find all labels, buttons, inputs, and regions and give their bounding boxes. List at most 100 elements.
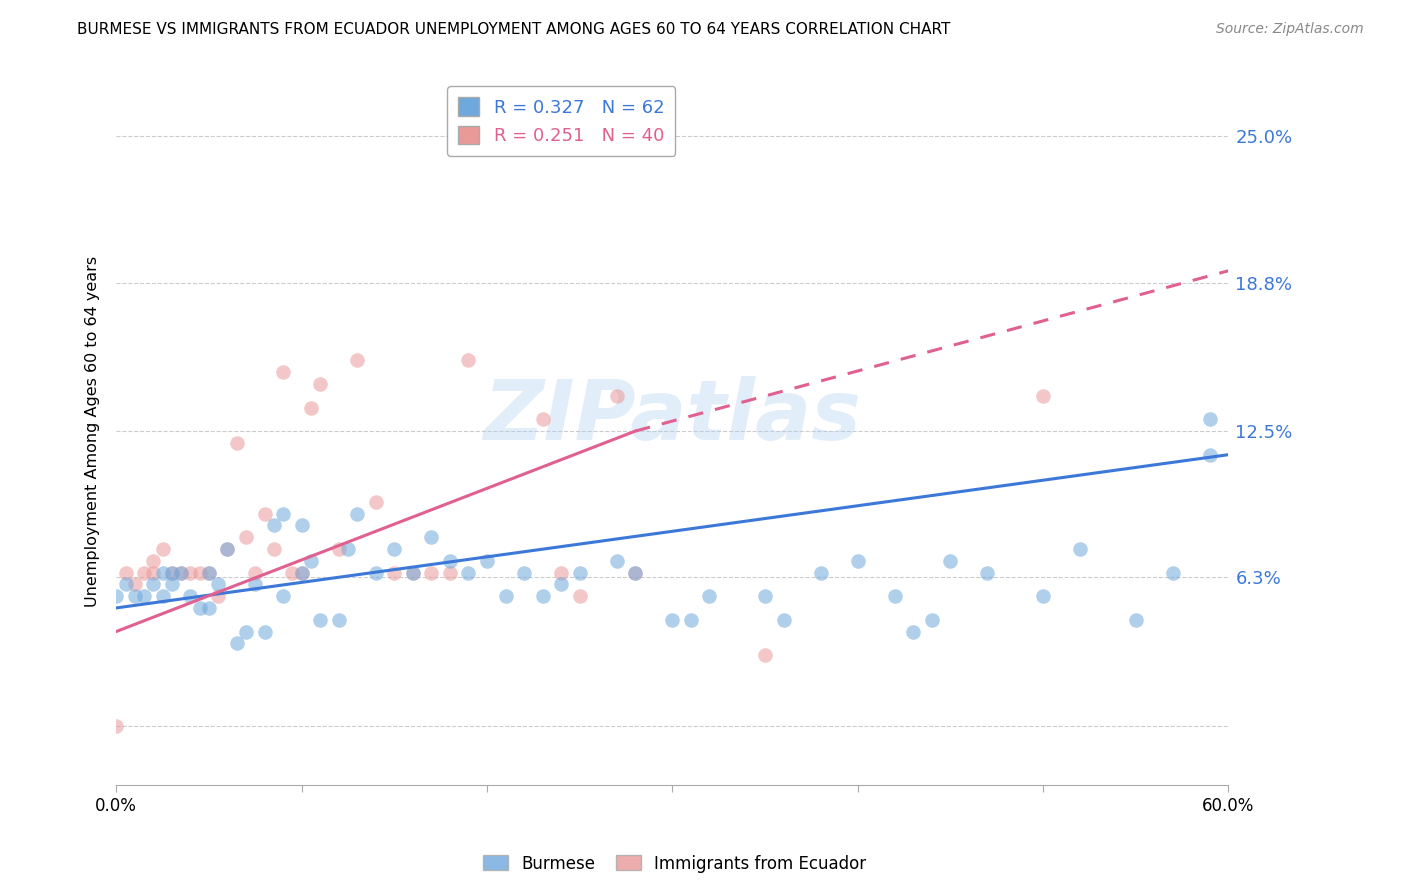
Point — [883, 589, 905, 603]
Point — [217, 541, 239, 556]
Point — [263, 518, 285, 533]
Point — [402, 566, 425, 580]
Point — [346, 507, 368, 521]
Point — [939, 554, 962, 568]
Point — [142, 554, 165, 568]
Point — [235, 624, 257, 639]
Point — [531, 412, 554, 426]
Point — [152, 566, 174, 580]
Point — [245, 577, 267, 591]
Point — [124, 577, 146, 591]
Point — [457, 353, 479, 368]
Point — [207, 577, 229, 591]
Text: BURMESE VS IMMIGRANTS FROM ECUADOR UNEMPLOYMENT AMONG AGES 60 TO 64 YEARS CORREL: BURMESE VS IMMIGRANTS FROM ECUADOR UNEMP… — [77, 22, 950, 37]
Point — [679, 613, 702, 627]
Point — [299, 554, 322, 568]
Point — [271, 365, 294, 379]
Point — [152, 541, 174, 556]
Point — [402, 566, 425, 580]
Point — [699, 589, 721, 603]
Point — [170, 566, 193, 580]
Point — [439, 566, 461, 580]
Point — [207, 589, 229, 603]
Point — [1032, 389, 1054, 403]
Point — [188, 601, 211, 615]
Point — [179, 589, 201, 603]
Point — [291, 566, 314, 580]
Point — [1198, 448, 1220, 462]
Point — [976, 566, 998, 580]
Point — [513, 566, 536, 580]
Point — [1069, 541, 1091, 556]
Point — [114, 566, 136, 580]
Text: ZIPatlas: ZIPatlas — [484, 376, 862, 458]
Legend: R = 0.327   N = 62, R = 0.251   N = 40: R = 0.327 N = 62, R = 0.251 N = 40 — [447, 87, 675, 156]
Point — [235, 530, 257, 544]
Point — [661, 613, 683, 627]
Point — [606, 389, 628, 403]
Point — [550, 566, 572, 580]
Point — [921, 613, 943, 627]
Point — [550, 577, 572, 591]
Point — [846, 554, 869, 568]
Point — [253, 507, 276, 521]
Point — [309, 376, 332, 391]
Point — [225, 636, 247, 650]
Point — [271, 507, 294, 521]
Text: Source: ZipAtlas.com: Source: ZipAtlas.com — [1216, 22, 1364, 37]
Point — [291, 518, 314, 533]
Point — [105, 719, 128, 733]
Point — [299, 401, 322, 415]
Point — [291, 566, 314, 580]
Point — [475, 554, 498, 568]
Point — [513, 129, 536, 144]
Point — [309, 613, 332, 627]
Point — [271, 589, 294, 603]
Point — [105, 589, 128, 603]
Point — [568, 589, 591, 603]
Point — [624, 566, 647, 580]
Point — [457, 566, 479, 580]
Point — [328, 541, 350, 556]
Point — [198, 601, 221, 615]
Point — [1032, 589, 1054, 603]
Point — [281, 566, 304, 580]
Point — [198, 566, 221, 580]
Point — [606, 554, 628, 568]
Point — [132, 566, 155, 580]
Point — [439, 554, 461, 568]
Point — [346, 353, 368, 368]
Point — [495, 589, 517, 603]
Point — [152, 589, 174, 603]
Point — [336, 541, 359, 556]
Point — [568, 566, 591, 580]
Point — [114, 577, 136, 591]
Point — [132, 589, 155, 603]
Point — [624, 566, 647, 580]
Point — [364, 566, 387, 580]
Point — [420, 530, 443, 544]
Point — [364, 495, 387, 509]
Point — [420, 566, 443, 580]
Y-axis label: Unemployment Among Ages 60 to 64 years: Unemployment Among Ages 60 to 64 years — [86, 255, 100, 607]
Point — [253, 624, 276, 639]
Point — [245, 566, 267, 580]
Point — [217, 541, 239, 556]
Point — [1125, 613, 1147, 627]
Point — [1198, 412, 1220, 426]
Point — [160, 566, 183, 580]
Point — [531, 589, 554, 603]
Point — [810, 566, 832, 580]
Point — [160, 577, 183, 591]
Point — [170, 566, 193, 580]
Point — [754, 648, 776, 662]
Point — [179, 566, 201, 580]
Point — [1161, 566, 1184, 580]
Point — [382, 541, 405, 556]
Point — [263, 541, 285, 556]
Point — [903, 624, 925, 639]
Point — [382, 566, 405, 580]
Point — [754, 589, 776, 603]
Point — [328, 613, 350, 627]
Point — [142, 577, 165, 591]
